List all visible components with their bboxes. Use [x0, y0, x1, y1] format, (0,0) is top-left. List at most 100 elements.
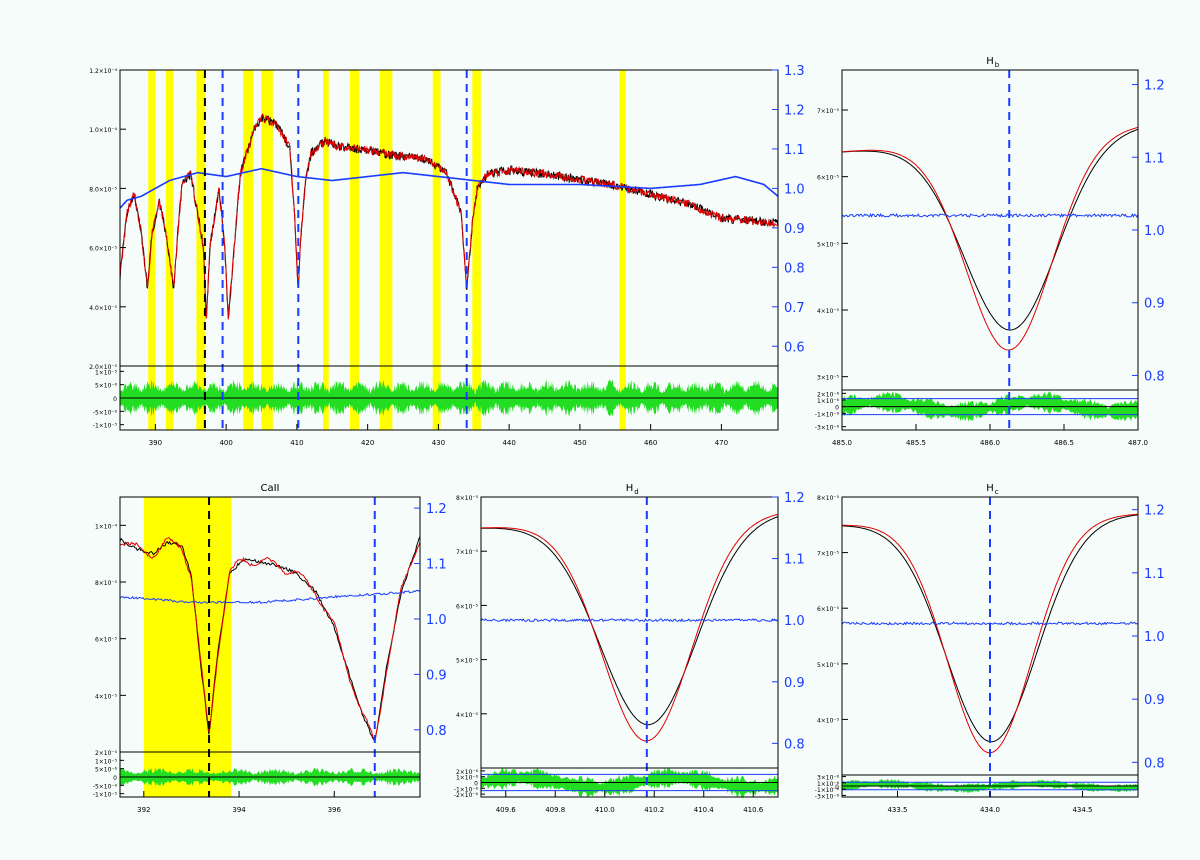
y2-tick-label: 1.0: [784, 614, 805, 629]
fit-region-band: [349, 70, 360, 430]
panel-title: H: [986, 483, 994, 494]
y2-tick-label: 1.0: [1144, 630, 1165, 645]
y2-tick-label: 1.2: [784, 491, 805, 506]
residual-tick-label: 0: [835, 405, 839, 412]
x-tick-label: 409.8: [545, 806, 565, 814]
y2-tick-label: 1.0: [1144, 224, 1165, 239]
residual-tick-label: -3×10⁻⁶: [815, 793, 840, 800]
observed-flux-line: [119, 536, 421, 744]
x-tick-label: 485.5: [906, 439, 926, 447]
x-tick-label: 450: [573, 439, 586, 447]
fit-region-band: [619, 70, 626, 430]
observed-flux-line: [480, 516, 779, 726]
y2-tick-label: 1.2: [1144, 504, 1165, 519]
fit-region-band: [196, 70, 205, 430]
y2-tick-label: 0.8: [1144, 756, 1165, 771]
y2-tick-label: 0.9: [784, 676, 805, 691]
panel-title: H: [986, 56, 994, 67]
continuum-ratio-line: [480, 618, 779, 623]
continuum-ratio-line: [841, 621, 1139, 626]
x-tick-label: 430: [432, 439, 445, 447]
x-tick-label: 400: [219, 439, 232, 447]
y2-tick-label: 0.9: [1144, 693, 1165, 708]
y2-tick-label: 0.8: [784, 737, 805, 752]
y-tick-label: 6×10⁻⁵: [817, 175, 840, 182]
residual-tick-label: -5×10⁻⁶: [93, 409, 118, 416]
y-tick-label: 8×10⁻⁵: [817, 495, 840, 502]
x-tick-label: 440: [502, 439, 515, 447]
y-tick-label: 4×10⁻⁵: [817, 717, 840, 724]
model-flux-line: [480, 513, 779, 742]
residual-tick-label: -5×10⁻⁶: [93, 783, 118, 790]
residual-tick-label: -3×10⁻⁶: [815, 425, 840, 432]
y2-tick-label: 0.8: [426, 724, 447, 739]
x-tick-label: 410.2: [644, 806, 664, 814]
y2-tick-label: 1.1: [784, 143, 805, 158]
residual-tick-label: 0: [113, 775, 117, 782]
fit-region-band: [148, 70, 156, 430]
y2-tick-label: 1.3: [784, 64, 805, 79]
panel-title-subscript: d: [634, 488, 638, 496]
fit-region-band: [472, 70, 481, 430]
residual-tick-label: -1×10⁻⁶: [815, 787, 840, 794]
model-flux-line: [119, 537, 421, 742]
residual-tick-label: 1×10⁻⁵: [95, 758, 118, 765]
residual-tick-label: -1×10⁻⁵: [93, 792, 118, 799]
y2-tick-label: 1.1: [426, 558, 447, 573]
residual-tick-label: -1×10⁻⁶: [815, 411, 840, 418]
y-tick-label: 1.2×10⁻⁴: [89, 68, 117, 75]
x-tick-label: 433.5: [887, 806, 907, 814]
y-tick-label: 2.0×10⁻⁵: [89, 364, 117, 371]
panel-ca-ii: 392 394 396 2×10⁻⁵ 4×10⁻⁵ 6×10⁻⁵ 8×10⁻⁵ 1×10⁻⁴ 0…: [93, 483, 447, 814]
continuum-ratio-line: [841, 212, 1139, 218]
fit-region-band: [143, 497, 232, 797]
model-flux-line: [119, 113, 779, 320]
continuum-ratio-line: [119, 167, 779, 209]
panel-title: H: [626, 483, 634, 494]
x-tick-label: 485.0: [832, 439, 852, 447]
y2-tick-label: 1.0: [426, 613, 447, 628]
y2-tick-label: 0.8: [784, 261, 805, 276]
y-tick-label: 4×10⁻⁵: [95, 693, 118, 700]
y2-tick-label: 1.2: [784, 103, 805, 118]
y2-tick-label: 1.1: [1144, 567, 1165, 582]
model-flux-line: [841, 126, 1139, 351]
residual-tick-label: 5×10⁻⁶: [95, 383, 118, 390]
plot-frame: [480, 496, 779, 798]
x-tick-label: 410.0: [595, 806, 615, 814]
y-tick-label: 8×10⁻⁵: [95, 580, 118, 587]
y-tick-label: 7×10⁻⁵: [456, 549, 479, 556]
residual-tick-label: -1×10⁻⁵: [93, 423, 118, 430]
panel-title-subscript: c: [995, 488, 999, 496]
x-tick-label: 420: [361, 439, 374, 447]
residual-tick-label: 0: [474, 781, 478, 788]
y2-tick-label: 1.2: [1144, 79, 1165, 94]
residual-tick-label: 1×10⁻⁵: [95, 369, 118, 376]
fit-region-band: [379, 70, 393, 430]
fit-region-band: [165, 70, 174, 430]
x-tick-label: 394: [232, 806, 246, 814]
observed-flux-line: [119, 114, 779, 318]
x-tick-label: 470: [715, 439, 728, 447]
x-tick-label: 487.0: [1128, 439, 1148, 447]
residual-tick-label: 3×10⁻⁶: [817, 775, 840, 782]
y-tick-label: 2×10⁻⁵: [95, 750, 118, 757]
y-tick-label: 5×10⁻⁵: [817, 662, 840, 669]
plot-frame: [119, 496, 421, 798]
y-tick-label: 4×10⁻⁵: [456, 712, 479, 719]
y2-tick-label: 1.1: [784, 553, 805, 568]
y-tick-label: 6×10⁻⁵: [817, 606, 840, 613]
y-tick-label: 7×10⁻⁵: [817, 551, 840, 558]
residual-tick-label: 1×10⁻⁶: [817, 781, 840, 788]
x-tick-label: 486.5: [1054, 439, 1074, 447]
plot-frame: [841, 69, 1139, 431]
panel-title-subscript: b: [995, 61, 1000, 69]
panel-full-spectrum: 390 400 410 420 430 440 450 460 470 2.0×10⁻⁵ 4.0×1…: [89, 64, 804, 447]
y-tick-label: 6×10⁻⁵: [456, 603, 479, 610]
model-flux-line: [842, 513, 1139, 754]
residual-tick-label: -2×10⁻⁶: [454, 792, 479, 799]
y2-tick-label: 0.9: [1144, 297, 1165, 312]
x-tick-label: 460: [644, 439, 657, 447]
panel-h-beta: 485.0 485.5 486.0 486.5 487.0 3×10⁻⁵ 4×10⁻⁵ 5×1…: [815, 56, 1165, 447]
